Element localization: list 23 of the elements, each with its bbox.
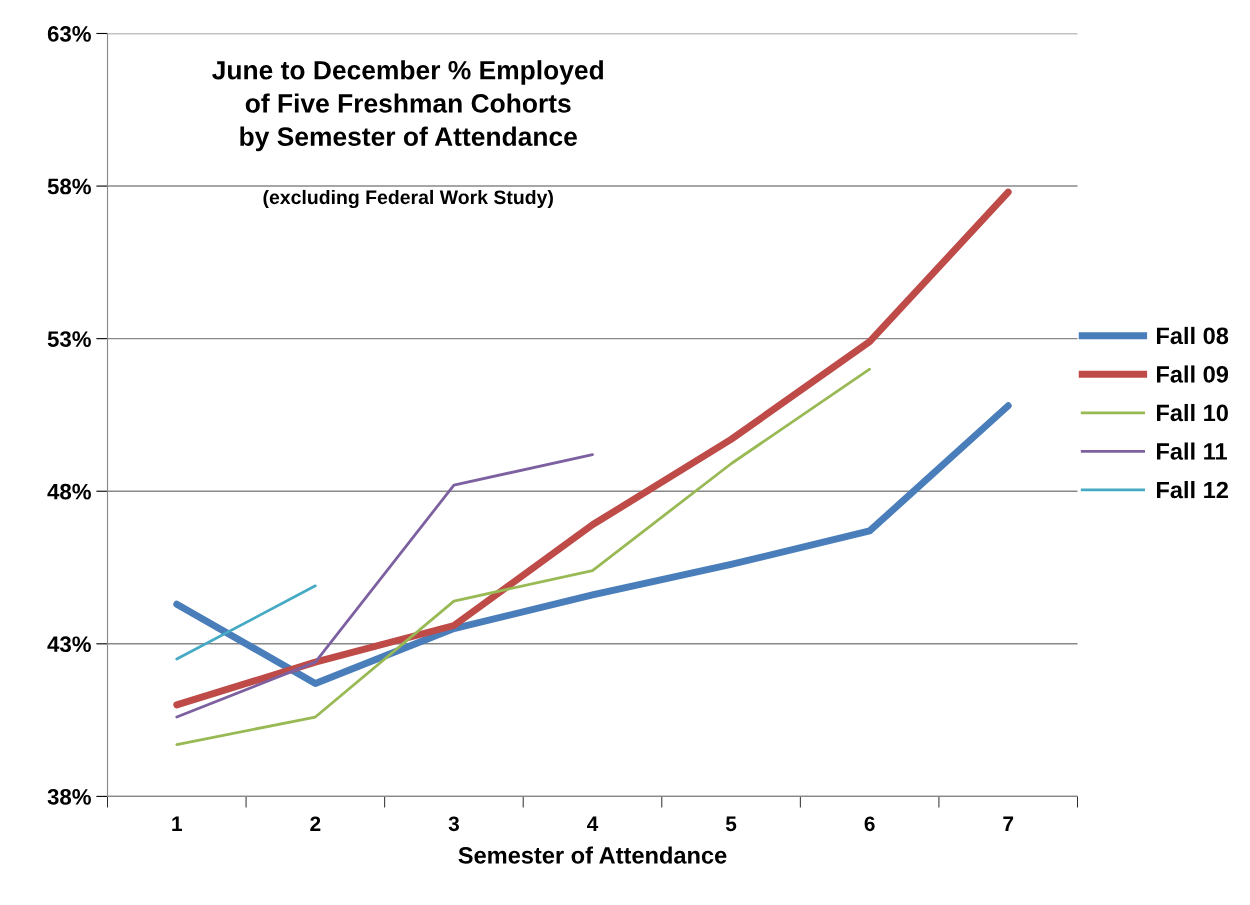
y-tick-label: 53% bbox=[47, 331, 91, 347]
y-tick-label: 63% bbox=[47, 26, 91, 42]
y-tick-label: 48% bbox=[47, 483, 91, 500]
x-tick-label: 3 bbox=[448, 816, 459, 832]
legend-label: Fall 10 bbox=[1157, 403, 1228, 422]
legend-label: Fall 11 bbox=[1157, 442, 1227, 460]
x-axis-title: Semester of Attendance bbox=[458, 846, 727, 864]
y-tick-label: 43% bbox=[47, 636, 91, 653]
text: June to December % Employed of Five Freshman Cohorts by Semester of Attendance bbox=[212, 60, 603, 152]
y-tick-label: 38% bbox=[47, 788, 91, 805]
legend-label: Fall 08 bbox=[1157, 326, 1229, 345]
legend-label: Fall 12 bbox=[1157, 481, 1228, 499]
line-series bbox=[175, 453, 594, 719]
y-tick-label: 58% bbox=[47, 178, 91, 195]
x-tick-label: 1 bbox=[172, 816, 182, 831]
x-tick-label: 7 bbox=[1003, 816, 1014, 831]
line-series bbox=[175, 367, 872, 746]
x-tick-label: 6 bbox=[864, 816, 875, 832]
x-tick-label: 2 bbox=[310, 816, 321, 831]
x-tick-label: 5 bbox=[725, 816, 737, 832]
text: (excluding Federal Work Study) bbox=[263, 189, 553, 209]
legend-label: Fall 09 bbox=[1157, 365, 1229, 383]
x-tick-label: 4 bbox=[587, 816, 599, 831]
